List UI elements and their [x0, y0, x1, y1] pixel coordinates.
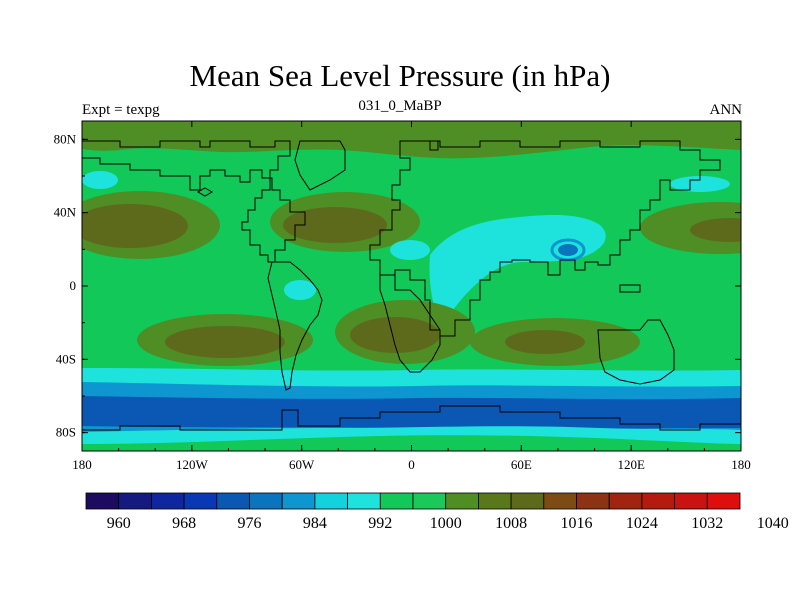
colorbar-label: 968 — [172, 515, 196, 532]
colorbar-swatch — [314, 492, 348, 510]
colorbar-swatch — [379, 492, 414, 510]
x-tick-label: 180 — [72, 457, 92, 472]
colorbar-label: 1024 — [626, 515, 658, 532]
colorbar-swatch — [183, 492, 218, 510]
colorbar-swatch — [118, 492, 152, 510]
coast-antarctica — [82, 405, 741, 431]
colorbar-swatch — [674, 492, 708, 510]
coast-africa — [379, 274, 441, 373]
coast-north-america — [82, 140, 306, 263]
colorbar-swatch — [85, 492, 120, 510]
chart-title: Mean Sea Level Pressure (in hPa) — [189, 58, 611, 93]
antarctic-plateau — [82, 435, 741, 451]
colorbar-swatch — [150, 492, 185, 510]
coast-australia — [597, 319, 675, 385]
africa-low — [284, 280, 316, 300]
coastlines — [82, 140, 741, 431]
colorbar-swatch — [216, 492, 250, 510]
experiment-label: Expt = texpg — [82, 102, 160, 118]
coast-eurasia — [369, 140, 721, 337]
tibet-low — [390, 240, 430, 260]
asian-low-region — [429, 214, 606, 325]
y-tick-label: 80N — [54, 131, 77, 146]
x-tick-label: 0 — [408, 457, 415, 472]
south-pacific-high-core — [165, 326, 285, 358]
colorbar-swatch — [543, 492, 577, 510]
coast-islands — [196, 140, 641, 293]
arctic-high-region — [82, 121, 741, 159]
colorbar-label: 1008 — [495, 515, 527, 532]
x-tick-label: 180 — [731, 457, 751, 472]
colorbar: 960 968 976 984 992 1000 1008 1016 1024 1032 1040 — [85, 492, 789, 532]
colorbar-swatch — [249, 492, 283, 510]
colorbar-label: 1016 — [561, 515, 593, 532]
colorbar-label: 1032 — [691, 515, 723, 532]
y-tick-label: 0 — [70, 278, 77, 293]
colorbar-swatch — [608, 492, 643, 510]
x-tick-label: 60W — [289, 457, 315, 472]
indian-ocean-high-core — [505, 330, 585, 354]
colorbar-swatch — [347, 492, 381, 510]
coast-greenland — [294, 140, 346, 191]
axes: 180 120W 60W 0 60E 120E 180 80N 40N 0 40S 80S — [54, 121, 751, 472]
colorbar-swatch — [281, 492, 316, 510]
pressure-field — [82, 121, 741, 451]
x-tick-label: 120E — [617, 457, 645, 472]
colorbar-label: 1040 — [757, 515, 789, 532]
north-atlantic-high-core — [283, 207, 387, 243]
colorbar-label: 1000 — [430, 515, 462, 532]
coast-south-america — [267, 261, 323, 391]
y-tick-label: 80S — [56, 425, 76, 440]
x-tick-label: 60E — [511, 457, 532, 472]
colorbar-swatch — [706, 492, 741, 510]
west-pacific-cyan — [82, 171, 118, 189]
east-pacific-cyan — [670, 176, 730, 192]
colorbar-label: 976 — [238, 515, 262, 532]
colorbar-swatch — [576, 492, 610, 510]
colorbar-swatch — [477, 492, 512, 510]
colorbar-label: 960 — [107, 515, 131, 532]
season-label: ANN — [709, 102, 743, 118]
time-label: 031_0_MaBP — [358, 98, 442, 114]
colorbar-swatch — [445, 492, 479, 510]
asian-low-core — [558, 244, 578, 256]
colorbar-swatch — [412, 492, 447, 510]
north-pacific-high-west-core — [82, 204, 188, 248]
colorbar-swatch — [641, 492, 676, 510]
north-pacific-high-east-core — [690, 218, 741, 242]
y-tick-label: 40S — [56, 351, 76, 366]
south-atlantic-high-core — [350, 317, 440, 353]
y-tick-label: 40N — [54, 205, 77, 220]
colorbar-label: 992 — [368, 515, 392, 532]
x-tick-label: 120W — [176, 457, 209, 472]
colorbar-label: 984 — [303, 515, 327, 532]
colorbar-swatch — [510, 492, 545, 510]
